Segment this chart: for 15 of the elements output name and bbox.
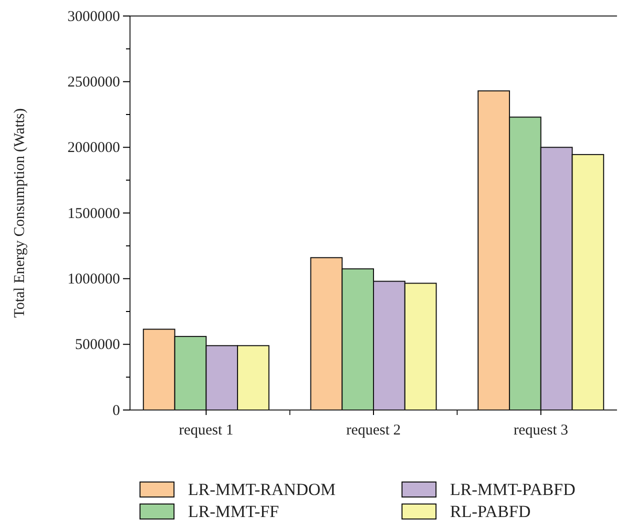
x-tick-label: request 2: [346, 422, 401, 438]
y-tick-label: 500000: [75, 337, 120, 354]
y-tick-label: 3000000: [68, 8, 120, 25]
y-tick-label: 1500000: [68, 206, 120, 222]
y-tick-label: 2000000: [68, 140, 120, 156]
legend-label: LR-MMT-RANDOM: [188, 480, 336, 499]
y-tick-label: 0: [112, 402, 120, 419]
legend-label: LR-MMT-FF: [188, 502, 280, 521]
y-tick-label: 2500000: [68, 74, 120, 90]
legend-label: LR-MMT-PABFD: [450, 480, 576, 499]
y-tick-label: 1000000: [68, 271, 120, 288]
x-tick-label: request 3: [514, 422, 568, 438]
x-tick-label: request 1: [178, 422, 234, 438]
legend-label: RL-PABFD: [450, 502, 531, 521]
y-axis-title: Total Energy Consumption (Watts): [12, 108, 28, 318]
